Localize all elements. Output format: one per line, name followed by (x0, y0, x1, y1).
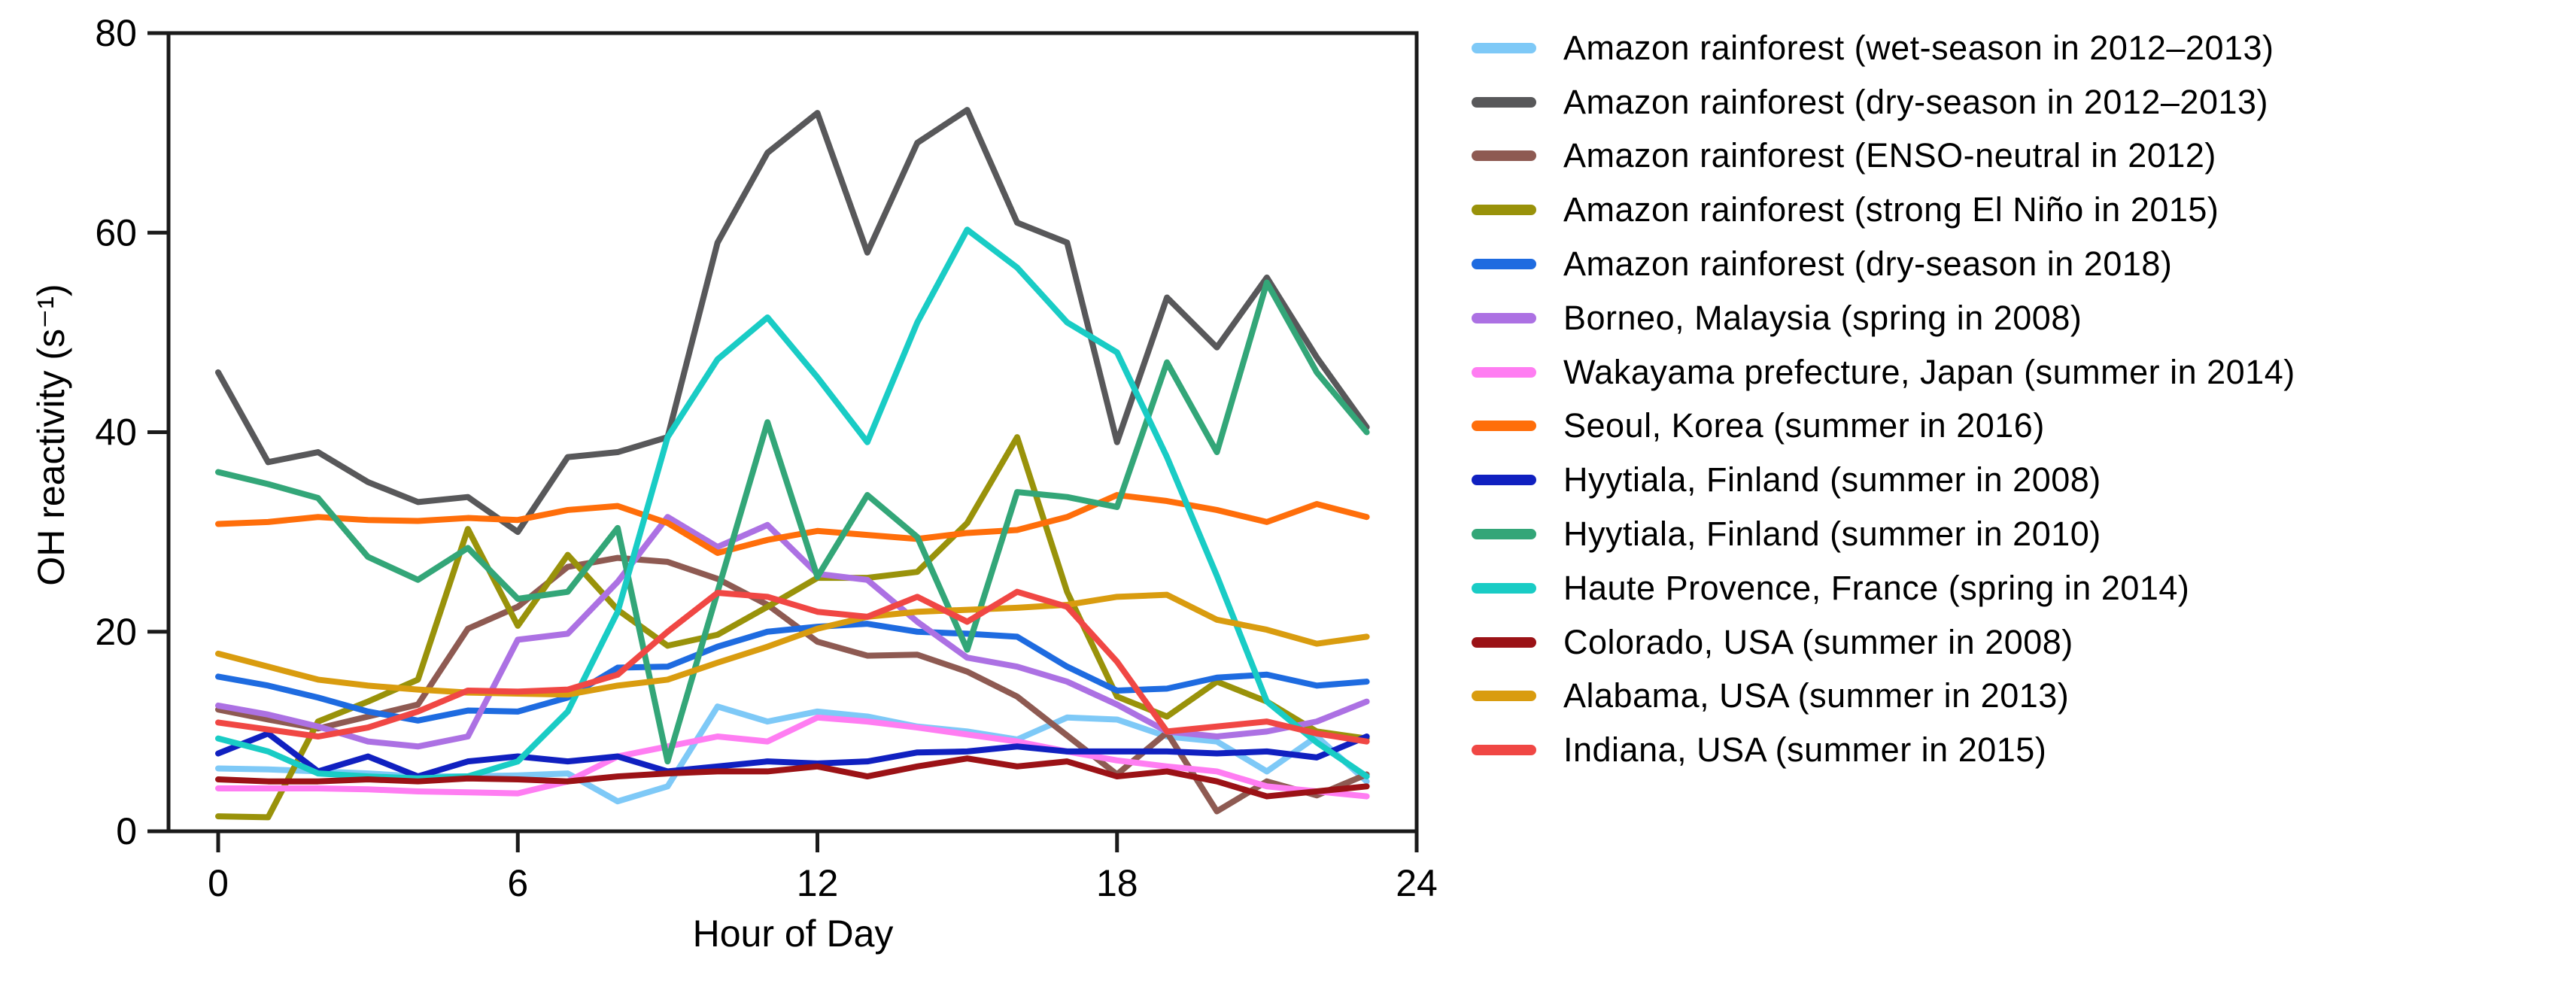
legend-item: Amazon rainforest (dry-season in 2012–20… (1472, 75, 2295, 129)
y-tick-label: 40 (95, 412, 137, 454)
legend-item: Wakayama prefecture, Japan (summer in 20… (1472, 345, 2295, 399)
legend-item: Hyytiala, Finland (summer in 2010) (1472, 507, 2295, 561)
legend-item: Amazon rainforest (ENSO-neutral in 2012) (1472, 129, 2295, 184)
x-tick-label: 0 (208, 862, 229, 904)
legend-item-label: Indiana, USA (summer in 2015) (1563, 730, 2047, 770)
legend-item-label: Seoul, Korea (summer in 2016) (1563, 406, 2045, 445)
y-tick-label: 20 (95, 611, 137, 653)
series-line-1 (215, 107, 1370, 536)
y-axis-label: OH reactivity (s⁻¹) (30, 284, 72, 586)
legend-item: Borneo, Malaysia (spring in 2008) (1472, 291, 2295, 345)
legend-item-label: Hyytiala, Finland (summer in 2010) (1563, 515, 2101, 554)
legend-item-label: Alabama, USA (summer in 2013) (1563, 676, 2070, 715)
legend-swatch-icon (1472, 745, 1536, 756)
legend-swatch-icon (1472, 421, 1536, 432)
legend-item-label: Amazon rainforest (dry-season in 2012–20… (1563, 82, 2269, 121)
legend-item: Amazon rainforest (strong El Niño in 201… (1472, 183, 2295, 237)
series-line-7 (215, 492, 1370, 556)
legend-swatch-icon (1472, 312, 1536, 323)
series-line-9 (215, 279, 1370, 765)
y-tick-label: 80 (95, 12, 137, 54)
legend-item-label: Borneo, Malaysia (spring in 2008) (1563, 298, 2082, 337)
legend-item: Hyytiala, Finland (summer in 2008) (1472, 453, 2295, 507)
series-line-13 (215, 588, 1370, 745)
legend-item-label: Hyytiala, Finland (summer in 2008) (1563, 460, 2101, 500)
series-line-3 (215, 434, 1370, 821)
series-line-4 (215, 621, 1370, 724)
series-line-11 (215, 755, 1370, 800)
x-tick-label: 24 (1396, 862, 1438, 904)
legend-item: Amazon rainforest (wet-season in 2012–20… (1472, 21, 2295, 75)
legend-swatch-icon (1472, 205, 1536, 216)
legend-item: Seoul, Korea (summer in 2016) (1472, 399, 2295, 454)
legend-item: Colorado, USA (summer in 2008) (1472, 615, 2295, 670)
legend-item-label: Wakayama prefecture, Japan (summer in 20… (1563, 352, 2295, 391)
legend-swatch-icon (1472, 529, 1536, 540)
legend-swatch-icon (1472, 636, 1536, 648)
legend-swatch-icon (1472, 259, 1536, 270)
legend-item-label: Amazon rainforest (wet-season in 2012–20… (1563, 28, 2274, 67)
series-line-8 (215, 730, 1370, 780)
axis-tick-labels: 0 6 12 18 24 0 20 40 60 80 (95, 12, 1437, 904)
y-tick-label: 60 (95, 211, 137, 254)
series-line-2 (215, 554, 1370, 815)
legend-item-label: Colorado, USA (summer in 2008) (1563, 622, 2073, 661)
legend-swatch-icon (1472, 582, 1536, 594)
legend-swatch-icon (1472, 475, 1536, 486)
x-axis-label: Hour of Day (692, 913, 894, 955)
legend: Amazon rainforest (wet-season in 2012–20… (1472, 21, 2295, 777)
x-tick-label: 18 (1096, 862, 1138, 904)
legend-item-label: Amazon rainforest (dry-season in 2018) (1563, 244, 2173, 284)
y-tick-label: 0 (116, 810, 137, 852)
legend-item: Alabama, USA (summer in 2013) (1472, 670, 2295, 724)
axis-ticks (147, 31, 1419, 852)
legend-swatch-icon (1472, 150, 1536, 162)
legend-item: Amazon rainforest (dry-season in 2018) (1472, 237, 2295, 291)
legend-swatch-icon (1472, 691, 1536, 702)
series-line-12 (215, 591, 1370, 698)
legend-swatch-icon (1472, 42, 1536, 53)
legend-item: Haute Provence, France (spring in 2014) (1472, 561, 2295, 615)
legend-item: Indiana, USA (summer in 2015) (1472, 723, 2295, 777)
series-line-6 (215, 714, 1370, 800)
legend-item-label: Amazon rainforest (strong El Niño in 201… (1563, 190, 2219, 229)
x-tick-label: 12 (797, 862, 839, 904)
legend-swatch-icon (1472, 366, 1536, 378)
plot-frame (166, 31, 1419, 834)
legend-item-label: Amazon rainforest (ENSO-neutral in 2012) (1563, 136, 2216, 175)
legend-swatch-icon (1472, 96, 1536, 108)
x-tick-label: 6 (507, 862, 528, 904)
series-lines (215, 107, 1370, 821)
legend-item-label: Haute Provence, France (spring in 2014) (1563, 568, 2190, 607)
